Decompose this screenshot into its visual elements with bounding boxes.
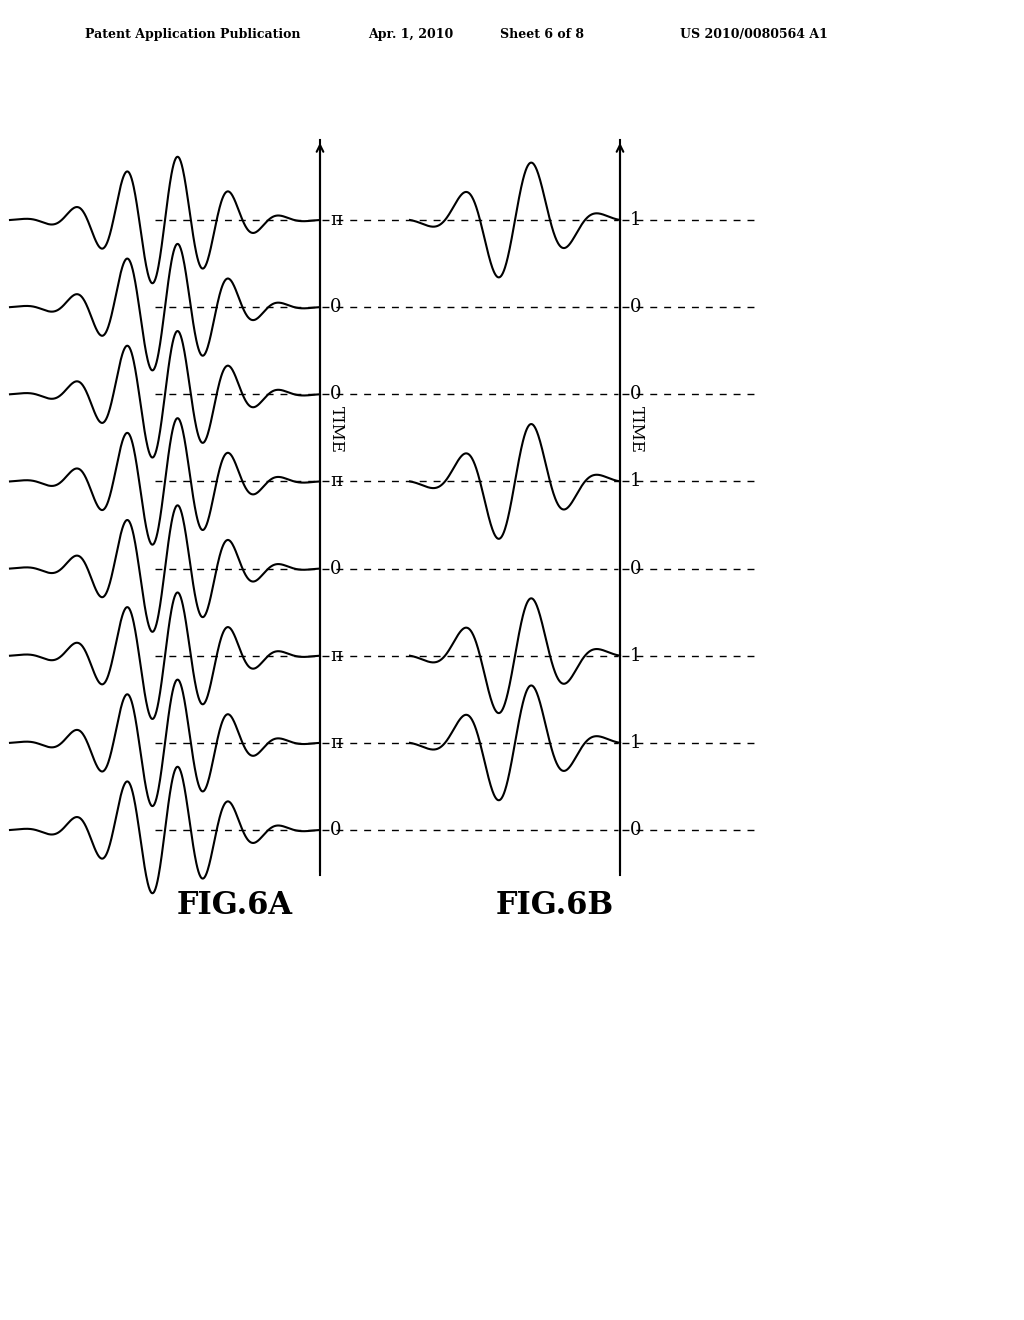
Text: FIG.6A: FIG.6A (177, 890, 293, 921)
Text: 1: 1 (630, 473, 641, 491)
Text: 0: 0 (630, 385, 641, 404)
Text: 0: 0 (330, 298, 341, 317)
Text: US 2010/0080564 A1: US 2010/0080564 A1 (680, 28, 827, 41)
Text: TIME: TIME (328, 407, 344, 454)
Text: 0: 0 (330, 385, 341, 404)
Text: 1: 1 (630, 647, 641, 665)
Text: 1: 1 (630, 734, 641, 752)
Text: π: π (330, 647, 342, 665)
Text: 1: 1 (630, 211, 641, 228)
Text: Sheet 6 of 8: Sheet 6 of 8 (500, 28, 584, 41)
Text: π: π (330, 734, 342, 752)
Text: 0: 0 (330, 821, 341, 840)
Text: π: π (330, 473, 342, 491)
Text: Apr. 1, 2010: Apr. 1, 2010 (368, 28, 454, 41)
Text: 0: 0 (630, 821, 641, 840)
Text: FIG.6B: FIG.6B (496, 890, 614, 921)
Text: TIME: TIME (628, 407, 644, 454)
Text: 0: 0 (630, 560, 641, 578)
Text: Patent Application Publication: Patent Application Publication (85, 28, 300, 41)
Text: π: π (330, 211, 342, 228)
Text: 0: 0 (330, 560, 341, 578)
Text: 0: 0 (630, 298, 641, 317)
